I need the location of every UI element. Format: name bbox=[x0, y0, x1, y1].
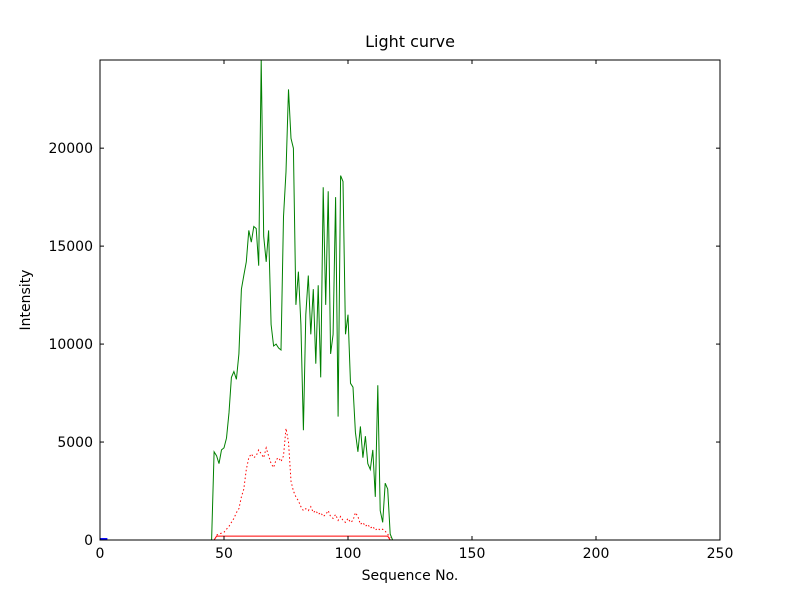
plot-border bbox=[99, 59, 721, 541]
series-group bbox=[100, 60, 621, 540]
x-tick-label: 250 bbox=[707, 546, 734, 562]
series-line-signal-green bbox=[211, 60, 621, 540]
series-line-background-red-dotted bbox=[216, 428, 391, 539]
y-tick-label: 5000 bbox=[57, 435, 93, 451]
series-line-baseline-red-solid bbox=[213, 535, 391, 540]
y-tick-label: 10000 bbox=[48, 337, 93, 353]
y-axis-label: Intensity bbox=[18, 270, 34, 331]
x-axis-label: Sequence No. bbox=[362, 568, 459, 584]
x-tick-label: 150 bbox=[459, 546, 486, 562]
x-tick-label: 200 bbox=[583, 546, 610, 562]
x-tick-label: 100 bbox=[335, 546, 362, 562]
ticks-group: 0 50 100 150 200 250 0 5000 10000 15000 20000 bbox=[48, 60, 733, 562]
x-tick-label: 50 bbox=[215, 546, 233, 562]
y-tick-label: 20000 bbox=[48, 141, 93, 157]
x-tick-label: 0 bbox=[96, 546, 105, 562]
y-tick-label: 15000 bbox=[48, 239, 93, 255]
chart-title: Light curve bbox=[365, 32, 455, 51]
y-tick-label: 0 bbox=[84, 533, 93, 549]
